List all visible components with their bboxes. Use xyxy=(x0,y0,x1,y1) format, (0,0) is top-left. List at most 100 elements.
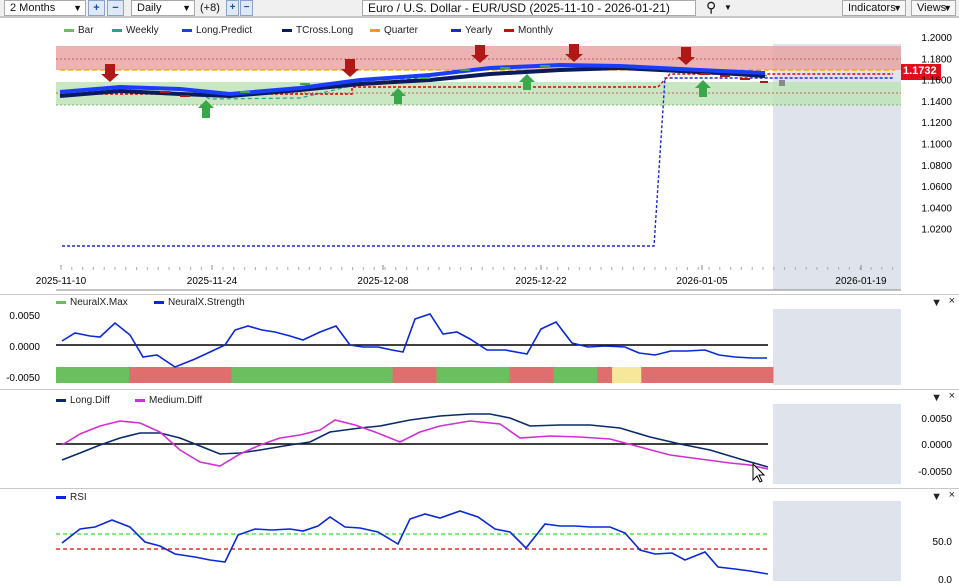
y-tick-label: 0.0000 xyxy=(9,342,40,353)
neuralx-max-bar xyxy=(421,367,437,383)
legend-item[interactable]: NeuralX.Strength xyxy=(168,297,245,308)
neuralx-max-bar xyxy=(85,367,101,383)
rsi-chart[interactable]: 50.0 0.0 xyxy=(0,489,959,586)
future-area xyxy=(773,404,901,484)
legend-item[interactable]: NeuralX.Max xyxy=(70,297,128,308)
chevron-down-icon[interactable]: ▼ xyxy=(724,3,732,12)
legend-swatch xyxy=(56,301,66,304)
legend-swatch xyxy=(112,29,122,32)
neuralx-max-bar xyxy=(612,367,628,383)
neuralx-max-bar xyxy=(480,367,496,383)
instrument-title[interactable]: Euro / U.S. Dollar - EUR/USD (2025-11-10… xyxy=(362,0,696,16)
y-tick-label: 1.0200 xyxy=(921,225,952,236)
neuralx-max-bar xyxy=(319,367,335,383)
neuralx-chart[interactable]: 0.0050 0.0000 -0.0050 xyxy=(0,295,959,390)
neuralx-max-bar xyxy=(202,367,218,383)
legend-swatch xyxy=(135,399,145,402)
legend-item[interactable]: Weekly xyxy=(126,25,159,36)
neuralx-max-bar xyxy=(451,367,467,383)
neuralx-max-bar xyxy=(231,367,247,383)
legend-swatch xyxy=(504,29,514,32)
offset-minus-button[interactable]: − xyxy=(240,0,253,16)
legend-swatch xyxy=(64,29,74,32)
y-tick-label: 1.0600 xyxy=(921,182,952,193)
neuralx-max-bar xyxy=(334,367,350,383)
chevron-down-icon: ▼ xyxy=(893,3,902,13)
legend-item[interactable]: TCross.Long xyxy=(296,25,354,36)
neuralx-max-bar xyxy=(70,367,86,383)
long-diff-line xyxy=(61,413,769,468)
y-tick-label: 1.1400 xyxy=(921,97,952,108)
y-tick-label: 1.1000 xyxy=(921,140,952,151)
interval-dropdown[interactable]: Daily ▼ xyxy=(131,0,195,16)
legend-item[interactable]: Long.Predict xyxy=(196,25,253,36)
minimize-icon[interactable]: ▼ xyxy=(931,491,942,503)
y-tick-label: 1.1800 xyxy=(921,54,952,65)
neuralx-max-bar xyxy=(56,367,72,383)
support-zone xyxy=(56,82,901,105)
chevron-down-icon: ▼ xyxy=(73,3,82,13)
offset-label: (+8) xyxy=(200,2,220,14)
legend-swatch xyxy=(56,496,66,499)
last-bar-marker xyxy=(779,80,785,86)
future-area xyxy=(773,501,901,581)
last-price-label: 1.1732 xyxy=(903,65,937,77)
future-area xyxy=(773,309,901,385)
neuralx-max-bar xyxy=(173,367,189,383)
x-tick-label: 2025-11-24 xyxy=(187,276,238,287)
diff-chart[interactable]: 0.0050 0.0000 -0.0050 xyxy=(0,390,959,489)
neuralx-max-bar xyxy=(626,367,642,383)
neuralx-max-bar xyxy=(304,367,320,383)
close-icon[interactable]: × xyxy=(948,390,955,402)
neuralx-max-bar xyxy=(465,367,481,383)
offset-plus-button[interactable]: + xyxy=(226,0,239,16)
close-icon[interactable]: × xyxy=(948,489,955,501)
neuralx-max-bar xyxy=(363,367,379,383)
chevron-down-icon: ▼ xyxy=(943,3,952,13)
medium-diff-line xyxy=(61,419,769,470)
neuralx-max-bar xyxy=(597,367,613,383)
indicators-button[interactable]: Indicators ▼ xyxy=(842,0,906,16)
legend-swatch xyxy=(56,399,66,402)
close-icon[interactable]: × xyxy=(948,295,955,307)
price-chart[interactable]: 1.2000 1.1800 1.1600 1.1400 1.1200 1.1000 1.08… xyxy=(0,18,959,295)
long-predict-line xyxy=(59,62,766,97)
legend-item[interactable]: Monthly xyxy=(518,25,554,36)
legend-item[interactable]: Medium.Diff xyxy=(149,395,203,406)
y-tick-label: 1.0400 xyxy=(921,203,952,214)
zoom-in-button[interactable]: + xyxy=(88,0,105,16)
legend-item[interactable]: Quarter xyxy=(384,25,418,36)
y-tick-label: -0.0050 xyxy=(6,373,40,384)
legend-item[interactable]: RSI xyxy=(70,492,87,503)
neuralx-max-bar xyxy=(260,367,276,383)
neuralx-max-bar xyxy=(290,367,306,383)
legend-item[interactable]: Long.Diff xyxy=(70,395,110,406)
range-dropdown[interactable]: 2 Months ▼ xyxy=(4,0,86,16)
neuralx-max-bar xyxy=(158,367,174,383)
search-icon[interactable]: ⚲ xyxy=(706,0,717,15)
neuralx-max-bar xyxy=(524,367,540,383)
diff-panel: 0.0050 0.0000 -0.0050 Long.Diff Medium.Diff… xyxy=(0,389,959,488)
y-tick-label: -0.0050 xyxy=(918,467,952,478)
monthly-line xyxy=(60,73,893,95)
y-tick-label: 1.2000 xyxy=(921,33,952,44)
minimize-icon[interactable]: ▼ xyxy=(931,297,942,309)
neuralx-max-bar xyxy=(743,367,759,383)
neuralx-max-bar xyxy=(348,367,364,383)
x-tick-label: 2026-01-05 xyxy=(676,276,728,287)
views-button[interactable]: Views ▼ xyxy=(911,0,956,16)
views-label: Views xyxy=(917,2,947,14)
y-tick-label: 50.0 xyxy=(933,537,953,548)
future-area xyxy=(773,44,901,290)
y-tick-label: 0.0 xyxy=(938,575,952,586)
neuralx-max-bar xyxy=(553,367,569,383)
interval-value: Daily xyxy=(137,2,162,14)
minimize-icon[interactable]: ▼ xyxy=(931,392,942,404)
price-bars-up xyxy=(240,65,550,93)
zoom-out-button[interactable]: − xyxy=(107,0,124,16)
last-price-badge xyxy=(901,64,941,80)
neuralx-max-bar xyxy=(392,367,408,383)
legend-item[interactable]: Yearly xyxy=(465,25,493,36)
sell-signal-icon xyxy=(101,44,695,82)
legend-item[interactable]: Bar xyxy=(78,25,94,36)
